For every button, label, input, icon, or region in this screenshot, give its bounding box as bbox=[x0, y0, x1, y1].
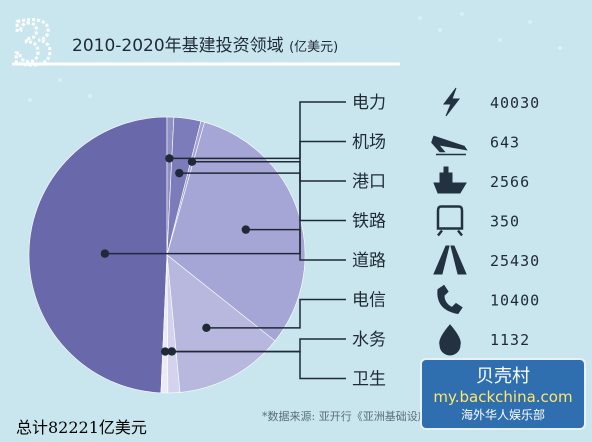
legend-label-7: 卫生 bbox=[352, 370, 386, 390]
source-note: *数据来源: 亚开行《亚洲基础设施建设》 bbox=[262, 410, 462, 423]
lightning-icon bbox=[443, 87, 461, 117]
leader-lines bbox=[100, 101, 346, 380]
leader-line-7 bbox=[165, 350, 346, 380]
legend: 电力 40030 机场 643 港口 2566 铁路 350 道路 25430 电信 10400 水务 1… bbox=[352, 87, 540, 390]
legend-value-0: 40030 bbox=[490, 94, 540, 112]
watermark-logo: 贝壳村 my.backchina.com 海外华人娱乐部 bbox=[420, 358, 586, 430]
pie-slice-4 bbox=[166, 121, 306, 342]
leader-line-3 bbox=[192, 160, 346, 222]
legend-label-0: 电力 bbox=[352, 93, 386, 113]
pie-chart bbox=[28, 116, 306, 394]
legend-label-5: 电信 bbox=[352, 291, 386, 311]
legend-value-3: 350 bbox=[490, 213, 520, 231]
train-icon bbox=[436, 205, 464, 237]
background-dots bbox=[28, 12, 562, 102]
leader-line-5 bbox=[206, 298, 346, 329]
legend-label-6: 水务 bbox=[352, 330, 386, 350]
legend-label-2: 港口 bbox=[352, 172, 386, 192]
watermark-line-3: 海外华人娱乐部 bbox=[460, 408, 545, 422]
leader-line-4 bbox=[245, 228, 346, 261]
pie-slice-7 bbox=[160, 254, 169, 394]
legend-label-1: 机场 bbox=[352, 133, 386, 153]
total-label: 总计82221亿美元 bbox=[16, 418, 147, 437]
pie-slice-0 bbox=[28, 116, 168, 394]
legend-label-4: 道路 bbox=[352, 251, 386, 271]
legend-label-3: 铁路 bbox=[352, 212, 386, 232]
pie-slice-5 bbox=[166, 254, 276, 393]
watermark-line-1: 贝壳村 bbox=[476, 366, 530, 387]
leader-line-1 bbox=[169, 140, 346, 160]
legend-value-1: 643 bbox=[490, 134, 520, 152]
phone-icon bbox=[437, 284, 463, 315]
watermark-url: my.backchina.com bbox=[433, 388, 573, 406]
ship-icon bbox=[433, 166, 467, 194]
chart-title: 2010-2020年基建投资领域 (亿美元) bbox=[72, 36, 338, 56]
legend-value-4: 25430 bbox=[490, 252, 540, 270]
legend-value-5: 10400 bbox=[490, 292, 540, 310]
airplane-icon bbox=[431, 135, 468, 156]
road-icon bbox=[433, 245, 467, 275]
number-badge: 3 bbox=[12, 9, 54, 79]
legend-value-6: 1132 bbox=[490, 331, 530, 349]
chart-unit: (亿美元) bbox=[289, 40, 338, 55]
legend-value-2: 2566 bbox=[490, 173, 530, 191]
water-drop-icon bbox=[439, 324, 461, 356]
